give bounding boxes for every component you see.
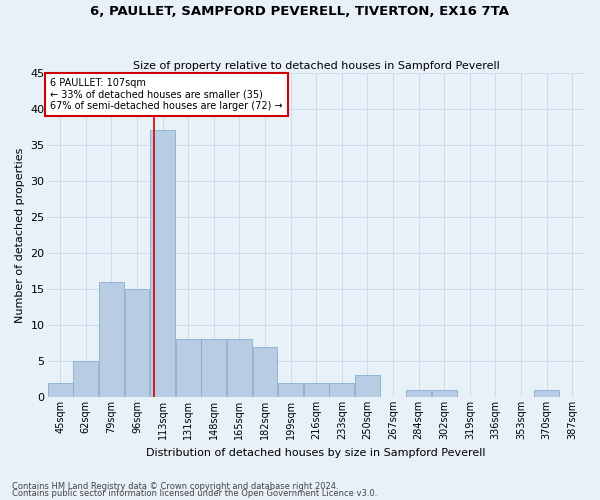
Bar — [125, 289, 149, 397]
Bar — [48, 382, 73, 397]
Bar — [355, 376, 380, 397]
Text: 6 PAULLET: 107sqm
← 33% of detached houses are smaller (35)
67% of semi-detached: 6 PAULLET: 107sqm ← 33% of detached hous… — [50, 78, 283, 110]
Title: Size of property relative to detached houses in Sampford Peverell: Size of property relative to detached ho… — [133, 60, 500, 70]
Bar — [99, 282, 124, 397]
Bar — [432, 390, 457, 397]
Bar — [150, 130, 175, 397]
Text: 6, PAULLET, SAMPFORD PEVERELL, TIVERTON, EX16 7TA: 6, PAULLET, SAMPFORD PEVERELL, TIVERTON,… — [91, 5, 509, 18]
Bar — [227, 340, 252, 397]
Y-axis label: Number of detached properties: Number of detached properties — [15, 147, 25, 322]
Bar — [406, 390, 431, 397]
Bar — [202, 340, 226, 397]
Bar — [278, 382, 303, 397]
Bar — [253, 346, 277, 397]
Bar — [73, 361, 98, 397]
Text: Contains public sector information licensed under the Open Government Licence v3: Contains public sector information licen… — [12, 489, 377, 498]
Text: Contains HM Land Registry data © Crown copyright and database right 2024.: Contains HM Land Registry data © Crown c… — [12, 482, 338, 491]
X-axis label: Distribution of detached houses by size in Sampford Peverell: Distribution of detached houses by size … — [146, 448, 486, 458]
Bar — [329, 382, 354, 397]
Bar — [304, 382, 329, 397]
Bar — [534, 390, 559, 397]
Bar — [176, 340, 200, 397]
